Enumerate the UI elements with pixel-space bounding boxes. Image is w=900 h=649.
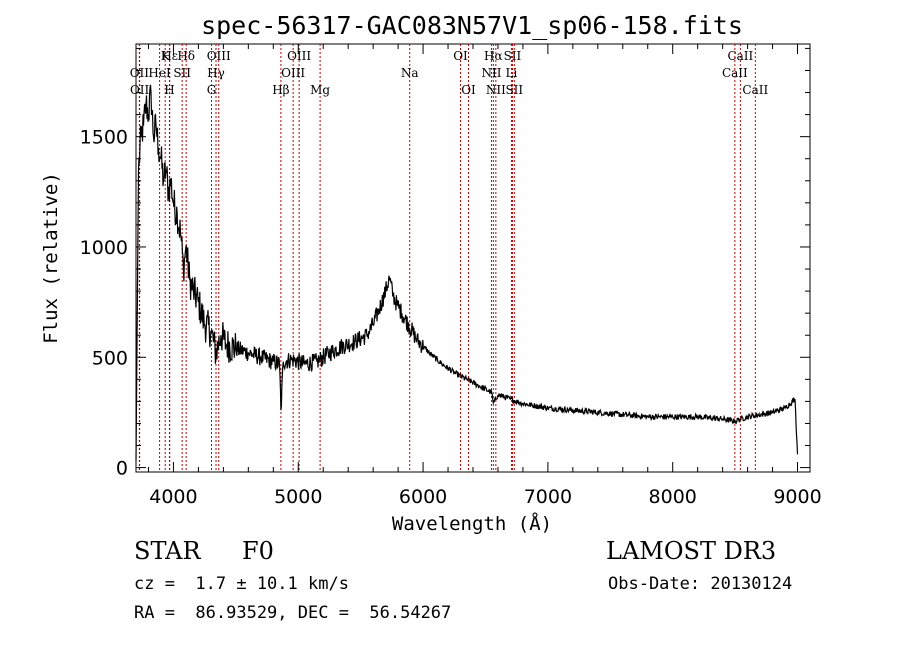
y-tick-label: 500 (92, 347, 128, 369)
line-id-label: Hδ (177, 49, 195, 63)
line-id-label: SII (505, 83, 523, 97)
line-id-label: OII (130, 83, 150, 97)
line-id-label: NII (486, 83, 506, 97)
object-class: STAR (134, 537, 201, 565)
coordinates: RA = 86.93529, DEC = 56.54267 (134, 603, 452, 623)
line-id-label: OIII (287, 49, 311, 63)
line-id-label: OI (453, 49, 468, 63)
line-id-label: CaII (727, 49, 753, 63)
x-tick-label: 6000 (399, 486, 447, 508)
line-id-label: OII (130, 66, 150, 80)
x-tick-label: 4000 (149, 486, 197, 508)
y-tick-label: 0 (116, 458, 128, 480)
spectrum-line (135, 84, 799, 462)
line-id-label: Hα (484, 49, 503, 63)
y-tick-label: 1000 (80, 237, 128, 259)
y-axis-label: Flux (relative) (40, 172, 62, 344)
x-tick-label: 9000 (773, 486, 821, 508)
x-tick-label: 5000 (274, 486, 322, 508)
redshift-value: cz = 1.7 ± 10.1 km/s (134, 574, 349, 594)
line-id-label: OI (461, 83, 476, 97)
observation-date: Obs-Date: 20130124 (608, 574, 793, 594)
line-id-label: CaII (742, 83, 768, 97)
survey-name: LAMOST DR3 (606, 537, 777, 565)
line-id-label: OIII (281, 66, 305, 80)
x-tick-label: 7000 (524, 486, 572, 508)
line-id-label: CaII (722, 66, 748, 80)
axis-ticks (136, 44, 810, 472)
y-tick-label: 1500 (80, 127, 128, 149)
line-id-label: OIII (207, 49, 231, 63)
x-axis-label: Wavelength (Å) (392, 512, 552, 535)
line-id-label: Li (506, 66, 518, 80)
line-markers (138, 44, 756, 472)
tick-labels: 4000 5000 6000 7000 8000 9000 0 500 1000 1500 (80, 127, 822, 508)
line-id-label: NII (481, 66, 501, 80)
line-id-label: Mg (310, 83, 330, 97)
line-id-label: HeI (148, 66, 171, 80)
line-id-label: SII (173, 66, 191, 80)
line-id-label: H (164, 83, 174, 97)
x-tick-label: 8000 (649, 486, 697, 508)
spectral-subclass: F0 (242, 537, 274, 565)
line-id-label: Na (401, 66, 419, 80)
line-id-label: SII (504, 49, 522, 63)
line-id-label: G (207, 83, 217, 97)
line-id-label: Hγ (207, 66, 225, 80)
chart-title: spec-56317-GAC083N57V1_sp06-158.fits (201, 11, 743, 40)
plot-frame (135, 43, 811, 473)
line-id-label: Hβ (272, 83, 289, 97)
line-id-label: K (161, 49, 171, 63)
